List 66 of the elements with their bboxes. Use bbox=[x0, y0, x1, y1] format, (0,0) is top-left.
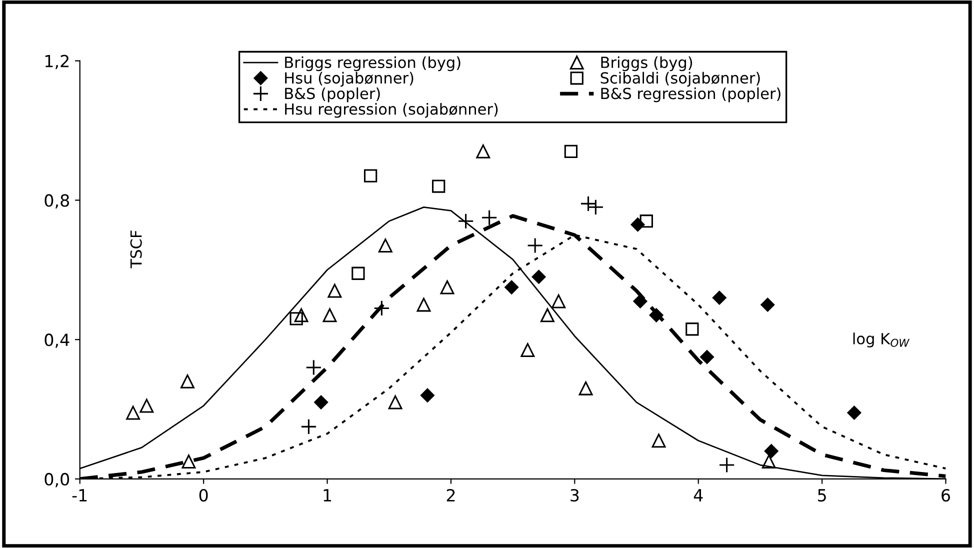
legend-label: Briggs regression (byg) bbox=[285, 56, 460, 72]
point bbox=[520, 343, 535, 358]
point bbox=[578, 381, 593, 396]
x-tick-label: 0 bbox=[199, 488, 208, 502]
point bbox=[527, 237, 544, 254]
point bbox=[847, 406, 862, 420]
x-tick-label: -1 bbox=[72, 489, 87, 502]
point bbox=[476, 144, 490, 158]
legend-label: B&S regression (popler) bbox=[601, 87, 780, 102]
point bbox=[652, 434, 666, 448]
point bbox=[504, 280, 519, 294]
point bbox=[140, 398, 154, 413]
legend-label: B&S (popler) bbox=[285, 87, 380, 102]
point bbox=[294, 308, 308, 322]
point bbox=[760, 298, 775, 312]
point bbox=[300, 418, 317, 435]
point bbox=[374, 300, 390, 316]
point bbox=[314, 395, 328, 410]
point bbox=[718, 456, 735, 474]
point bbox=[290, 312, 303, 326]
x-tick-label: 1 bbox=[324, 489, 332, 502]
x-tick-label: 3 bbox=[570, 488, 579, 502]
x-tick-label: 6 bbox=[942, 488, 950, 502]
point bbox=[700, 350, 714, 364]
point bbox=[481, 210, 498, 226]
legend-label: Hsu (sojabønner) bbox=[285, 72, 414, 87]
point bbox=[416, 298, 431, 312]
point bbox=[182, 454, 196, 469]
point bbox=[764, 444, 778, 458]
point bbox=[564, 144, 578, 158]
point bbox=[686, 322, 699, 336]
point bbox=[328, 284, 342, 298]
y-tick-label: 0,8 bbox=[44, 194, 70, 208]
y-tick-label: 0,4 bbox=[44, 334, 70, 348]
point bbox=[640, 214, 653, 228]
y-tick-label: 0,0 bbox=[44, 472, 70, 488]
point bbox=[588, 199, 604, 216]
x-tick-label: 2 bbox=[446, 488, 455, 502]
point bbox=[126, 406, 140, 420]
y-axis-title: TSCF bbox=[130, 230, 142, 268]
point bbox=[432, 180, 446, 193]
point bbox=[649, 308, 664, 322]
x-tick-label: 5 bbox=[818, 489, 826, 502]
point bbox=[440, 280, 454, 294]
point bbox=[364, 169, 378, 182]
point bbox=[322, 308, 337, 322]
point bbox=[633, 294, 648, 308]
point bbox=[580, 196, 596, 212]
x-axis-title: log K$_{OW}$ bbox=[853, 332, 910, 348]
point bbox=[532, 270, 546, 284]
legend-label: Briggs (byg) bbox=[601, 56, 692, 72]
point bbox=[388, 395, 402, 410]
point bbox=[352, 266, 365, 280]
legend-label: Scibaldi (sojabønner) bbox=[600, 72, 760, 87]
legend-label: Hsu regression (sojabønner) bbox=[285, 102, 498, 118]
point bbox=[420, 388, 434, 402]
point bbox=[540, 308, 554, 322]
point bbox=[712, 290, 726, 305]
point bbox=[306, 359, 322, 376]
y-tick-label: 1,2 bbox=[45, 54, 68, 70]
point bbox=[552, 294, 566, 308]
point bbox=[762, 454, 776, 469]
point bbox=[378, 238, 392, 252]
point bbox=[180, 374, 194, 388]
x-tick-label: 4 bbox=[694, 489, 703, 502]
point bbox=[458, 213, 474, 230]
